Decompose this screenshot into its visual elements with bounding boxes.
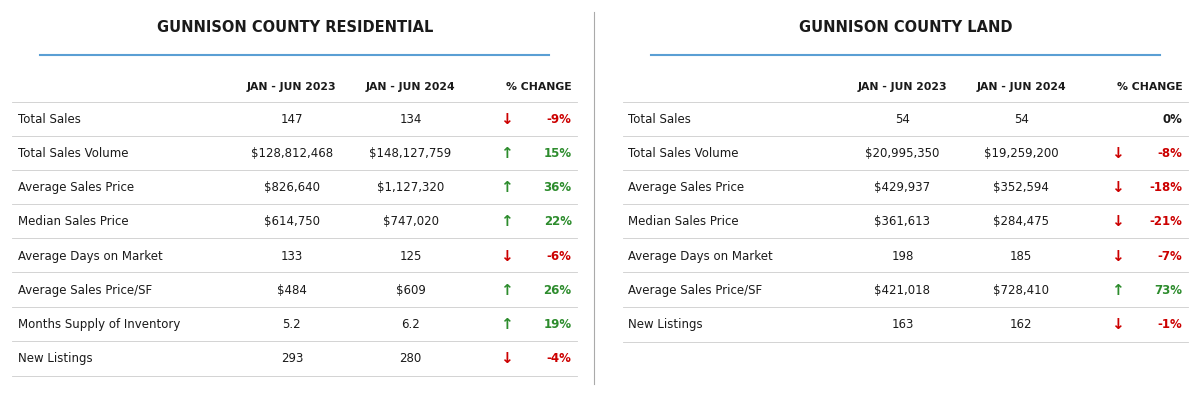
Text: ↓: ↓ xyxy=(1111,146,1123,161)
Text: New Listings: New Listings xyxy=(18,352,92,365)
Text: Total Sales Volume: Total Sales Volume xyxy=(18,147,128,160)
Text: $609: $609 xyxy=(396,284,426,297)
Text: JAN - JUN 2023: JAN - JUN 2023 xyxy=(858,82,947,92)
Text: -8%: -8% xyxy=(1158,147,1182,160)
Text: 54: 54 xyxy=(895,113,910,126)
Text: ↓: ↓ xyxy=(1111,214,1123,230)
Text: $421,018: $421,018 xyxy=(875,284,930,297)
Text: -9%: -9% xyxy=(547,113,571,126)
Text: Average Sales Price/SF: Average Sales Price/SF xyxy=(629,284,762,297)
Text: ↑: ↑ xyxy=(500,317,514,332)
Text: $128,812,468: $128,812,468 xyxy=(251,147,332,160)
Text: -1%: -1% xyxy=(1158,318,1182,331)
Text: % CHANGE: % CHANGE xyxy=(506,82,571,92)
Text: -7%: -7% xyxy=(1158,250,1182,262)
Text: 280: 280 xyxy=(400,352,421,365)
Text: 185: 185 xyxy=(1010,250,1032,262)
Text: 36%: 36% xyxy=(544,181,571,194)
Text: Months Supply of Inventory: Months Supply of Inventory xyxy=(18,318,180,331)
Text: 162: 162 xyxy=(1010,318,1032,331)
Text: 198: 198 xyxy=(892,250,913,262)
Text: 54: 54 xyxy=(1014,113,1028,126)
Text: Average Sales Price/SF: Average Sales Price/SF xyxy=(18,284,151,297)
Text: 134: 134 xyxy=(400,113,421,126)
Text: Average Sales Price: Average Sales Price xyxy=(18,181,133,194)
Text: ↓: ↓ xyxy=(500,112,514,127)
Text: $148,127,759: $148,127,759 xyxy=(370,147,451,160)
Text: -4%: -4% xyxy=(547,352,571,365)
Text: 15%: 15% xyxy=(544,147,571,160)
Text: 73%: 73% xyxy=(1154,284,1182,297)
Text: $284,475: $284,475 xyxy=(994,216,1049,228)
Text: ↑: ↑ xyxy=(1111,283,1123,298)
Text: Average Days on Market: Average Days on Market xyxy=(629,250,773,262)
Text: JAN - JUN 2024: JAN - JUN 2024 xyxy=(366,82,456,92)
Text: GUNNISON COUNTY LAND: GUNNISON COUNTY LAND xyxy=(798,20,1012,35)
Text: 26%: 26% xyxy=(544,284,571,297)
Text: -18%: -18% xyxy=(1150,181,1182,194)
Text: Total Sales: Total Sales xyxy=(18,113,80,126)
Text: 0%: 0% xyxy=(1163,113,1182,126)
Text: 125: 125 xyxy=(400,250,421,262)
Text: Total Sales: Total Sales xyxy=(629,113,691,126)
Text: ↑: ↑ xyxy=(500,146,514,161)
Text: ↓: ↓ xyxy=(500,351,514,366)
Text: $352,594: $352,594 xyxy=(994,181,1049,194)
Text: -6%: -6% xyxy=(547,250,571,262)
Text: $19,259,200: $19,259,200 xyxy=(984,147,1058,160)
Text: $728,410: $728,410 xyxy=(994,284,1049,297)
Text: 5.2: 5.2 xyxy=(282,318,301,331)
Text: 147: 147 xyxy=(281,113,304,126)
Text: -21%: -21% xyxy=(1150,216,1182,228)
Text: ↑: ↑ xyxy=(500,214,514,230)
Text: % CHANGE: % CHANGE xyxy=(1117,82,1182,92)
Text: Total Sales Volume: Total Sales Volume xyxy=(629,147,739,160)
Text: Median Sales Price: Median Sales Price xyxy=(629,216,739,228)
Text: 293: 293 xyxy=(281,352,304,365)
Text: $20,995,350: $20,995,350 xyxy=(865,147,940,160)
Text: ↓: ↓ xyxy=(1111,317,1123,332)
Text: $1,127,320: $1,127,320 xyxy=(377,181,444,194)
Text: ↓: ↓ xyxy=(1111,248,1123,264)
Text: $747,020: $747,020 xyxy=(383,216,438,228)
Text: $429,937: $429,937 xyxy=(875,181,930,194)
Text: 6.2: 6.2 xyxy=(401,318,420,331)
Text: 163: 163 xyxy=(892,318,913,331)
Text: 22%: 22% xyxy=(544,216,571,228)
Text: 133: 133 xyxy=(281,250,302,262)
Text: ↓: ↓ xyxy=(500,248,514,264)
Text: ↑: ↑ xyxy=(500,283,514,298)
Text: $614,750: $614,750 xyxy=(264,216,320,228)
Text: $826,640: $826,640 xyxy=(264,181,320,194)
Text: New Listings: New Listings xyxy=(629,318,703,331)
Text: $484: $484 xyxy=(277,284,307,297)
Text: ↓: ↓ xyxy=(1111,180,1123,195)
Text: 19%: 19% xyxy=(544,318,571,331)
Text: ↑: ↑ xyxy=(500,180,514,195)
Text: $361,613: $361,613 xyxy=(875,216,930,228)
Text: Median Sales Price: Median Sales Price xyxy=(18,216,128,228)
Text: JAN - JUN 2024: JAN - JUN 2024 xyxy=(977,82,1066,92)
Text: Average Sales Price: Average Sales Price xyxy=(629,181,744,194)
Text: JAN - JUN 2023: JAN - JUN 2023 xyxy=(247,82,337,92)
Text: GUNNISON COUNTY RESIDENTIAL: GUNNISON COUNTY RESIDENTIAL xyxy=(156,20,433,35)
Text: Average Days on Market: Average Days on Market xyxy=(18,250,162,262)
